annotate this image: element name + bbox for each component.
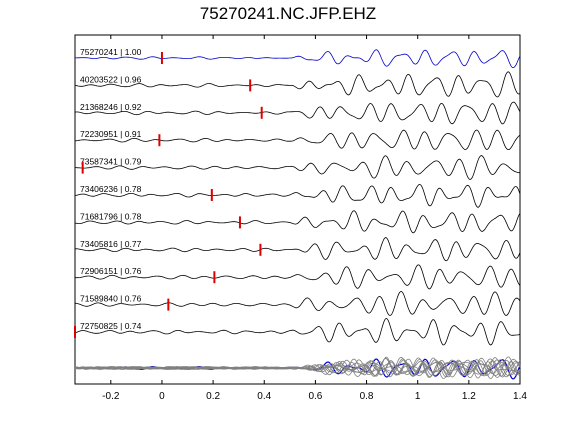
trace-line	[75, 49, 521, 69]
x-tick-label: 0	[159, 391, 165, 402]
chart-title: 75270241.NC.JFP.EHZ	[199, 4, 377, 23]
trace-label: 72230951 | 0.91	[80, 129, 142, 139]
x-tick-label: 0.2	[206, 391, 220, 402]
trace-label: 40203522 | 0.96	[80, 74, 142, 84]
x-tick-label: 0.4	[257, 391, 271, 402]
x-tick-label: 1	[415, 391, 421, 402]
trace-line	[74, 183, 521, 208]
trace-line	[74, 155, 520, 180]
stack-trace-line	[75, 356, 521, 378]
trace-label: 75270241 | 1.00	[80, 47, 142, 57]
trace-label: 71589840 | 0.76	[80, 294, 142, 304]
trace-label: 21368246 | 0.92	[80, 102, 142, 112]
trace-line	[74, 210, 521, 234]
axes-box	[74, 34, 521, 385]
x-tick-label: 0.6	[308, 391, 322, 402]
trace-label: 72906151 | 0.76	[80, 266, 142, 276]
trace-line	[74, 101, 521, 125]
trace-label: 71681796 | 0.78	[80, 211, 142, 221]
trace-label: 73406236 | 0.78	[80, 184, 142, 194]
trace-line	[75, 291, 521, 316]
x-tick-label: 1.4	[513, 391, 527, 402]
trace-label: 73405816 | 0.77	[80, 239, 142, 249]
x-tick-label: 0.8	[360, 391, 374, 402]
trace-line	[75, 264, 521, 290]
trace-label: 72750825 | 0.74	[80, 321, 142, 331]
trace-line	[74, 237, 521, 262]
trace-line	[74, 129, 521, 151]
trace-line	[74, 71, 521, 98]
x-tick-label: -0.2	[102, 391, 120, 402]
stack-trace-line	[74, 356, 521, 380]
trace-line	[74, 317, 521, 346]
x-tick-label: 1.2	[462, 391, 476, 402]
trace-label: 73587341 | 0.79	[80, 157, 142, 167]
